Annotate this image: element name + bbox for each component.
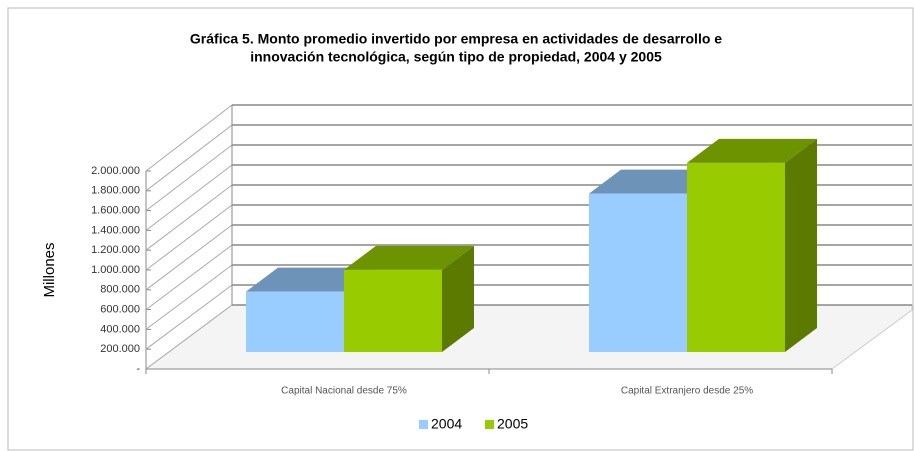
bar — [344, 269, 442, 352]
legend-label: 2005 — [497, 416, 528, 432]
y-tick-label: 200.000 — [100, 343, 140, 355]
y-tick-label: 2.000.000 — [91, 165, 140, 177]
grid-line — [145, 264, 233, 330]
grid-line — [145, 304, 233, 370]
bar-top — [687, 138, 817, 163]
legend-swatch — [485, 420, 494, 429]
grid-line — [145, 244, 233, 310]
y-tick-label: 1.400.000 — [91, 224, 140, 236]
y-tick-label: 1.800.000 — [91, 185, 140, 197]
y-tick-label: - — [136, 363, 140, 375]
legend-swatch — [419, 420, 428, 429]
bar-top — [589, 169, 719, 194]
bar-top — [246, 267, 376, 292]
grid-line — [145, 124, 233, 192]
y-tick-label: 1.000.000 — [91, 264, 140, 276]
bar-base — [246, 347, 344, 352]
bar — [589, 193, 687, 352]
y-tick-label: 400.000 — [100, 323, 140, 335]
grid-line — [145, 184, 233, 251]
y-tick-label: 1.600.000 — [91, 205, 140, 217]
grid-line — [145, 224, 233, 291]
bar-base — [589, 347, 687, 352]
legend-label: 2004 — [431, 416, 462, 432]
y-axis-label: Millones — [41, 242, 58, 297]
y-tick-label: 800.000 — [100, 284, 140, 296]
bar — [246, 291, 344, 352]
chart-title: Gráfica 5. Monto promedio invertido por … — [190, 31, 722, 47]
grid-line — [145, 164, 233, 231]
y-tick-label: 1.200.000 — [91, 244, 140, 256]
grid-line — [145, 284, 233, 350]
bar — [687, 162, 785, 352]
chart-title: innovación tecnológica, según tipo de pr… — [250, 49, 662, 65]
grid-line — [145, 104, 233, 172]
bar-side — [442, 245, 474, 352]
x-tick-label: Capital Extranjero desde 25% — [621, 386, 753, 397]
y-tick-label: 600.000 — [100, 304, 140, 316]
bar-base — [687, 347, 785, 352]
bar-top — [344, 245, 474, 270]
bar-side — [785, 138, 817, 352]
x-tick-label: Capital Nacional desde 75% — [281, 386, 407, 397]
bar-base — [344, 347, 442, 352]
grid-line — [145, 144, 233, 211]
grid-line — [145, 204, 233, 271]
